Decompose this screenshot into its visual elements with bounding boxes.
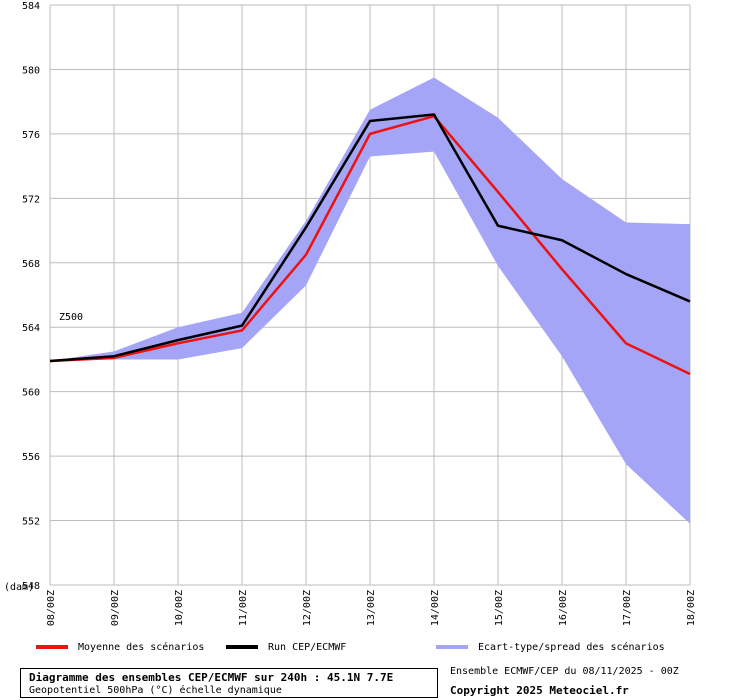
y-tick-label: 568 (22, 259, 40, 270)
x-tick-label: 18/00Z (686, 590, 697, 626)
chart-area: 548 552 556 560 564 568 572 576 580 584 08/00Z 09/… (4, 1, 697, 626)
legend-spread: Ecart-type/spread des scénarios (436, 638, 665, 656)
y-tick-label: 576 (22, 130, 40, 141)
x-tick-label: 16/00Z (558, 590, 569, 626)
diagram-subtitle: Geopotentiel 500hPa (°C) échelle dynamiq… (29, 685, 282, 696)
legend-mean-label: Moyenne des scénarios (78, 641, 205, 653)
y-tick-label: 572 (22, 194, 40, 205)
grid-lines (49, 4, 691, 586)
mean-series-line (49, 114, 691, 376)
legend-mean: Moyenne des scénarios (36, 638, 204, 656)
run-swatch (226, 645, 258, 649)
diagram-title: Diagramme des ensembles CEP/ECMWF sur 24… (29, 671, 394, 684)
x-tick-label: 12/00Z (302, 590, 313, 626)
legend-spread-label: Ecart-type/spread des scénarios (478, 641, 665, 653)
run-series-line (49, 113, 691, 363)
x-tick-label: 17/00Z (622, 590, 633, 626)
y-tick-label: 584 (22, 1, 40, 12)
ensemble-run-info: Ensemble ECMWF/CEP du 08/11/2025 - 00Z (450, 666, 679, 677)
y-tick-label: 580 (22, 65, 40, 76)
spread-swatch (436, 645, 468, 649)
series-lines (49, 113, 691, 376)
x-tick-label: 09/00Z (110, 590, 121, 626)
y-tick-labels: 548 552 556 560 564 568 572 576 580 584 (22, 1, 40, 592)
legend-run: Run CEP/ECMWF (226, 638, 346, 656)
x-tick-label: 14/00Z (430, 590, 441, 626)
x-tick-label: 08/00Z (46, 590, 57, 626)
spread-band-area (50, 77, 690, 524)
spread-band (50, 77, 690, 524)
series-label: Z500 (59, 312, 83, 323)
y-tick-label: 552 (22, 517, 40, 528)
y-tick-label: 560 (22, 388, 40, 399)
y-tick-label: 564 (22, 323, 40, 334)
x-tick-label: 13/00Z (366, 590, 377, 626)
x-tick-label: 10/00Z (174, 590, 185, 626)
y-tick-label: 556 (22, 452, 40, 463)
x-tick-label: 11/00Z (238, 590, 249, 626)
x-tick-label: 15/00Z (494, 590, 505, 626)
unit-label: (dam) (4, 582, 34, 593)
copyright: Copyright 2025 Meteociel.fr (450, 684, 629, 697)
x-tick-labels: 08/00Z 09/00Z 10/00Z 11/00Z 12/00Z 13/00Z 14/0… (46, 590, 697, 626)
info-box: Diagramme des ensembles CEP/ECMWF sur 24… (20, 668, 438, 698)
mean-swatch (36, 645, 68, 649)
y-tick-label: 548 (22, 581, 40, 592)
legend-run-label: Run CEP/ECMWF (268, 641, 347, 653)
